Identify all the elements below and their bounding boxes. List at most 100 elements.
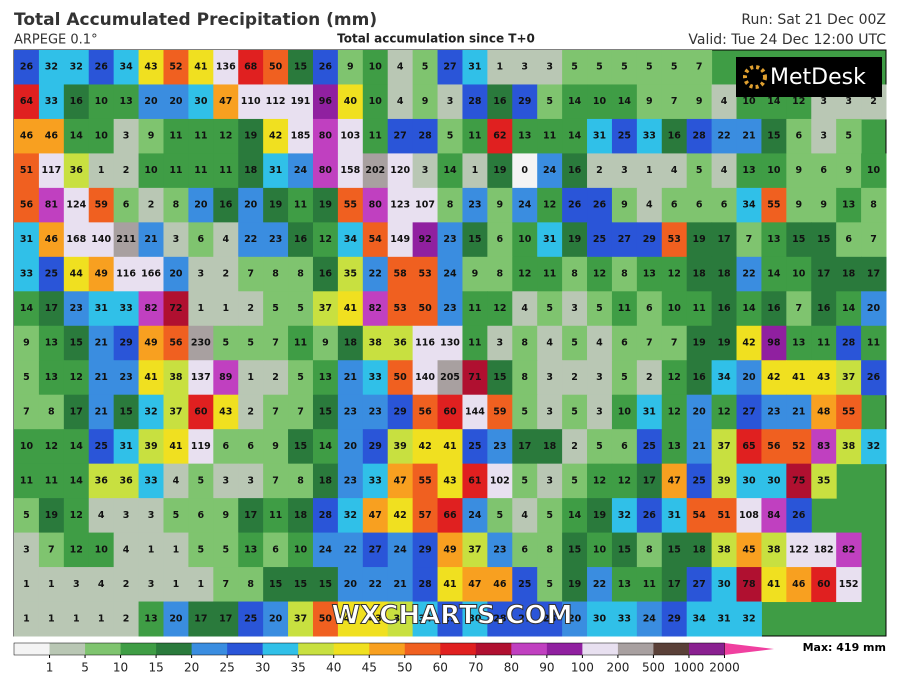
- precip-value: 29: [418, 544, 431, 555]
- precip-cell: [437, 567, 463, 603]
- precip-value: 96: [319, 96, 333, 107]
- precip-value: 1: [173, 544, 180, 555]
- precip-value: 23: [767, 406, 780, 417]
- precip-cell: [587, 153, 613, 189]
- precip-cell: [661, 256, 688, 292]
- precip-cell: [686, 153, 713, 189]
- precip-cell: [163, 222, 189, 258]
- precip-cell: [487, 222, 513, 258]
- precip-cell: [188, 187, 214, 223]
- precip-cell: [487, 601, 513, 637]
- precip-cell: [462, 256, 488, 292]
- precip-value: 12: [668, 269, 681, 280]
- precip-cell: [611, 601, 638, 637]
- precip-cell: [437, 222, 463, 258]
- precip-value: 38: [767, 544, 781, 555]
- precip-cell: [412, 360, 439, 396]
- precip-cell: [263, 153, 289, 189]
- precip-cell: [437, 394, 463, 430]
- precip-cell: [437, 325, 463, 361]
- precip-cell: [487, 118, 513, 154]
- precip-value: 16: [717, 303, 731, 314]
- precip-cell: [512, 50, 538, 85]
- colorbar-segment: [49, 643, 86, 655]
- colorbar-label: 70: [468, 661, 483, 675]
- precip-cell: [636, 187, 663, 223]
- precip-value: 124: [66, 200, 86, 211]
- precip-value: 25: [618, 131, 631, 142]
- precip-value: 32: [742, 613, 755, 624]
- precip-value: 21: [742, 131, 755, 142]
- precip-cell: [736, 463, 762, 499]
- precip-cell: [14, 291, 40, 327]
- precip-cell: [113, 325, 140, 361]
- precip-cell: [387, 291, 414, 327]
- precip-value: 0: [521, 165, 528, 176]
- precip-value: 1: [73, 613, 80, 624]
- precip-value: 52: [169, 62, 182, 73]
- precip-cell: [138, 360, 164, 396]
- precip-cell: [861, 325, 887, 361]
- precip-value: 64: [20, 96, 34, 107]
- precip-value: 5: [222, 544, 229, 555]
- precip-cell: [487, 429, 513, 465]
- colorbar-label: 35: [291, 661, 306, 675]
- precip-value: 10: [144, 165, 158, 176]
- precip-cell: [38, 118, 65, 154]
- precip-value: 7: [272, 338, 279, 349]
- precip-cell: [312, 360, 339, 396]
- precip-value: 26: [792, 510, 806, 521]
- precip-cell: [661, 463, 688, 499]
- precip-value: 28: [319, 510, 333, 521]
- precip-cell: [661, 50, 688, 85]
- precip-value: 89: [219, 372, 232, 383]
- precip-cell: [462, 463, 488, 499]
- precip-value: 137: [191, 372, 211, 383]
- precip-cell: [736, 118, 762, 154]
- precip-cell: [288, 325, 314, 361]
- colorbar-label: 1: [46, 661, 54, 675]
- precip-cell: [437, 84, 463, 120]
- precip-cell: [462, 222, 488, 258]
- precip-cell: [38, 360, 65, 396]
- precip-cell: [38, 532, 65, 568]
- precip-value: 11: [45, 475, 58, 486]
- precip-cell: [636, 50, 663, 85]
- precip-value: 117: [41, 165, 61, 176]
- precip-cell: [611, 50, 638, 85]
- precip-value: 8: [272, 269, 279, 280]
- precip-value: 4: [98, 579, 105, 590]
- precip-cell: [14, 498, 40, 534]
- precip-cell: [811, 256, 837, 292]
- precip-cell: [711, 84, 738, 120]
- precip-value: 5: [696, 165, 703, 176]
- precip-cell: [288, 153, 314, 189]
- precip-value: 12: [792, 96, 805, 107]
- precip-cell: [836, 256, 862, 292]
- precip-value: 59: [95, 200, 108, 211]
- precip-cell: [786, 429, 812, 465]
- precip-value: 32: [45, 62, 58, 73]
- precip-cell: [711, 187, 738, 223]
- precip-value: 123: [390, 200, 410, 211]
- precip-cell: [88, 360, 115, 396]
- precip-value: 3: [247, 475, 254, 486]
- precip-value: 16: [219, 200, 233, 211]
- precip-cell: [387, 360, 414, 396]
- colorbar-label: 50: [397, 661, 412, 675]
- precip-cell: [288, 429, 314, 465]
- precip-cell: [263, 256, 289, 292]
- precip-cell: [661, 291, 688, 327]
- precip-value: 18: [543, 441, 557, 452]
- precip-value: 11: [618, 303, 631, 314]
- precip-value: 1: [23, 613, 30, 624]
- precip-cell: [63, 532, 90, 568]
- precip-cell: [587, 429, 613, 465]
- precip-value: 43: [219, 406, 232, 417]
- precip-value: 81: [45, 200, 58, 211]
- precip-value: 3: [546, 406, 553, 417]
- precip-cell: [711, 429, 738, 465]
- precip-value: 23: [344, 406, 357, 417]
- precip-cell: [512, 360, 538, 396]
- precip-cell: [761, 256, 787, 292]
